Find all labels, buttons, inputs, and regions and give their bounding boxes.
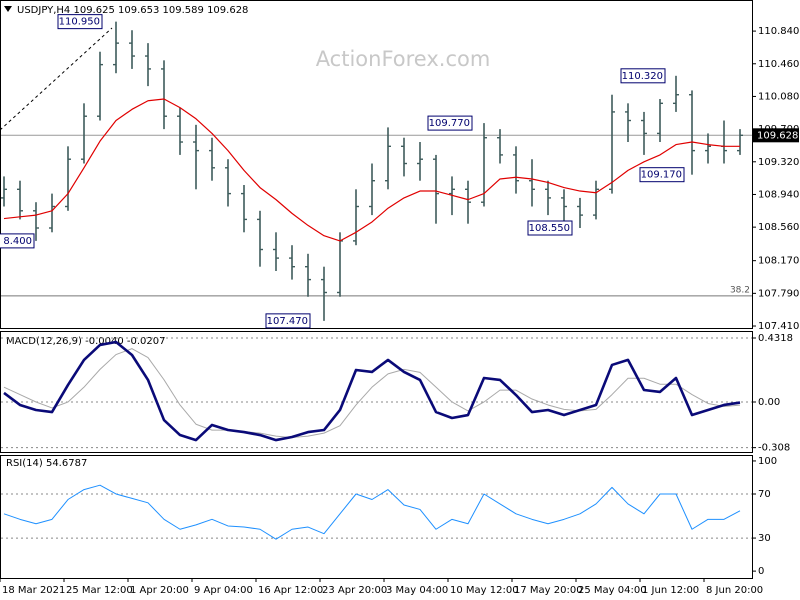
main-panel (0, 0, 753, 329)
y-tick-label: 110.080 (758, 91, 799, 102)
x-tick-label: 17 May 20:00 (514, 585, 583, 596)
annotation-box (639, 167, 685, 183)
rsi-line (3, 484, 741, 540)
x-tick-label: 3 May 04:00 (386, 585, 448, 596)
x-tick-label: 1 Jun 12:00 (642, 585, 699, 596)
annotation-label: 107.470 (267, 316, 308, 327)
y-tick-label: 70 (758, 489, 771, 500)
annotation-label: 108.550 (529, 223, 570, 234)
watermark: ActionForex.com (316, 47, 491, 71)
annotation-label: 8.400 (3, 236, 32, 247)
x-tick-label: 16 Apr 12:00 (258, 585, 323, 596)
rsi-title: RSI(14) 54.6787 (6, 458, 87, 469)
chart-title: USDJPY,H4 109.625 109.653 109.589 109.62… (17, 5, 248, 16)
y-tick-label: 107.410 (758, 321, 799, 332)
macd-panel (0, 331, 753, 453)
y-tick-label: 108.940 (758, 189, 799, 200)
price-label: 109.628 (757, 130, 798, 141)
macd-line (3, 340, 741, 442)
y-tick-label: 110.840 (758, 26, 799, 37)
macd-title: MACD(12,26,9) -0.0040 -0.0207 (6, 336, 166, 347)
x-tick-label: 25 May 04:00 (578, 585, 647, 596)
annotation-box (427, 115, 473, 131)
annotation-box (265, 313, 311, 329)
x-tick-label: 9 Apr 04:00 (194, 585, 253, 596)
y-tick-label: 108.560 (758, 222, 799, 233)
x-tick-label: 25 Mar 12:00 (66, 585, 133, 596)
annotation-label: 109.170 (641, 170, 682, 181)
x-tick-label: 1 Apr 20:00 (130, 585, 189, 596)
annotation-box (527, 220, 573, 236)
trend-line (0, 27, 113, 131)
annotation-label: 109.770 (429, 118, 470, 129)
rsi-panel (0, 455, 753, 579)
annotation-box (0, 233, 35, 249)
symbol-arrow (4, 6, 12, 12)
moving-average (3, 98, 740, 242)
x-tick-label: 10 May 12:00 (450, 585, 519, 596)
x-tick-label: 23 Apr 20:00 (322, 585, 387, 596)
annotation-box (620, 68, 666, 84)
y-tick-label: -0.308 (758, 443, 790, 454)
y-tick-label: 0.4318 (758, 333, 793, 344)
level-label: 38.2 (730, 285, 750, 295)
annotation-label: 110.950 (59, 17, 100, 28)
y-tick-label: 107.790 (758, 288, 799, 299)
y-tick-label: 110.460 (758, 59, 799, 70)
y-tick-label: 0 (758, 566, 764, 577)
y-tick-label: 108.170 (758, 256, 799, 267)
price-box (753, 128, 799, 143)
x-tick-label: 8 Jun 20:00 (706, 585, 763, 596)
annotation-box (57, 14, 103, 30)
annotation-label: 110.320 (622, 71, 663, 82)
y-tick-label: 30 (758, 533, 771, 544)
y-tick-label: 109.320 (758, 157, 799, 168)
y-tick-label: 0.00 (758, 397, 780, 408)
y-tick-label: 100 (758, 456, 777, 467)
x-tick-label: 18 Mar 2021 (2, 585, 65, 596)
